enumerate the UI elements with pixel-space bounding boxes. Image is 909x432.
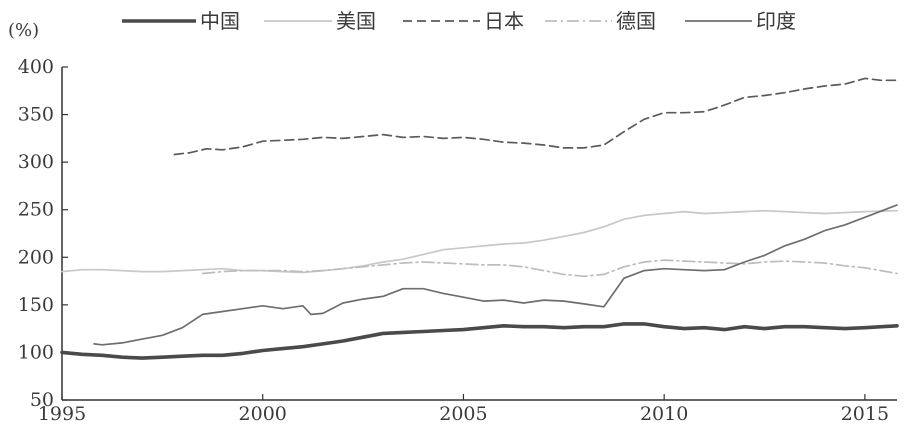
legend-label-4: 德国 [616,9,656,33]
series-line-3 [173,77,898,156]
y-tick-label: 350 [18,104,54,126]
y-tick-label: 250 [18,199,54,221]
legend: 中国 美国 日本 德国 印度 [122,9,796,33]
x-tick-label: 1995 [38,403,86,425]
x-tick-label: 2015 [841,403,889,425]
x-tick-label: 2010 [640,403,688,425]
x-tick-label: 2000 [239,403,287,425]
legend-label-3: 日本 [484,9,524,33]
series-line-2 [61,209,898,274]
axes: 50 100 150 200 250 300 350 400 1995 2000 2005 2010 2… [18,56,897,425]
x-tick-label: 2005 [439,403,487,425]
series-line-5 [93,204,898,346]
series-lines [60,77,899,360]
legend-label-2: 美国 [336,9,376,33]
legend-label-5: 印度 [756,9,796,33]
y-tick-label: 300 [18,151,54,173]
y-tick-label: 150 [18,294,54,316]
y-tick-label: 400 [18,56,54,78]
series-line-4 [201,259,898,278]
y-tick-label: 200 [18,246,54,268]
series-line-1 [60,322,899,360]
y-tick-label: 100 [18,341,54,363]
y-tick-label: 50 [30,389,54,411]
y-axis-unit-label: (%) [8,20,39,41]
legend-label-1: 中国 [200,9,240,33]
